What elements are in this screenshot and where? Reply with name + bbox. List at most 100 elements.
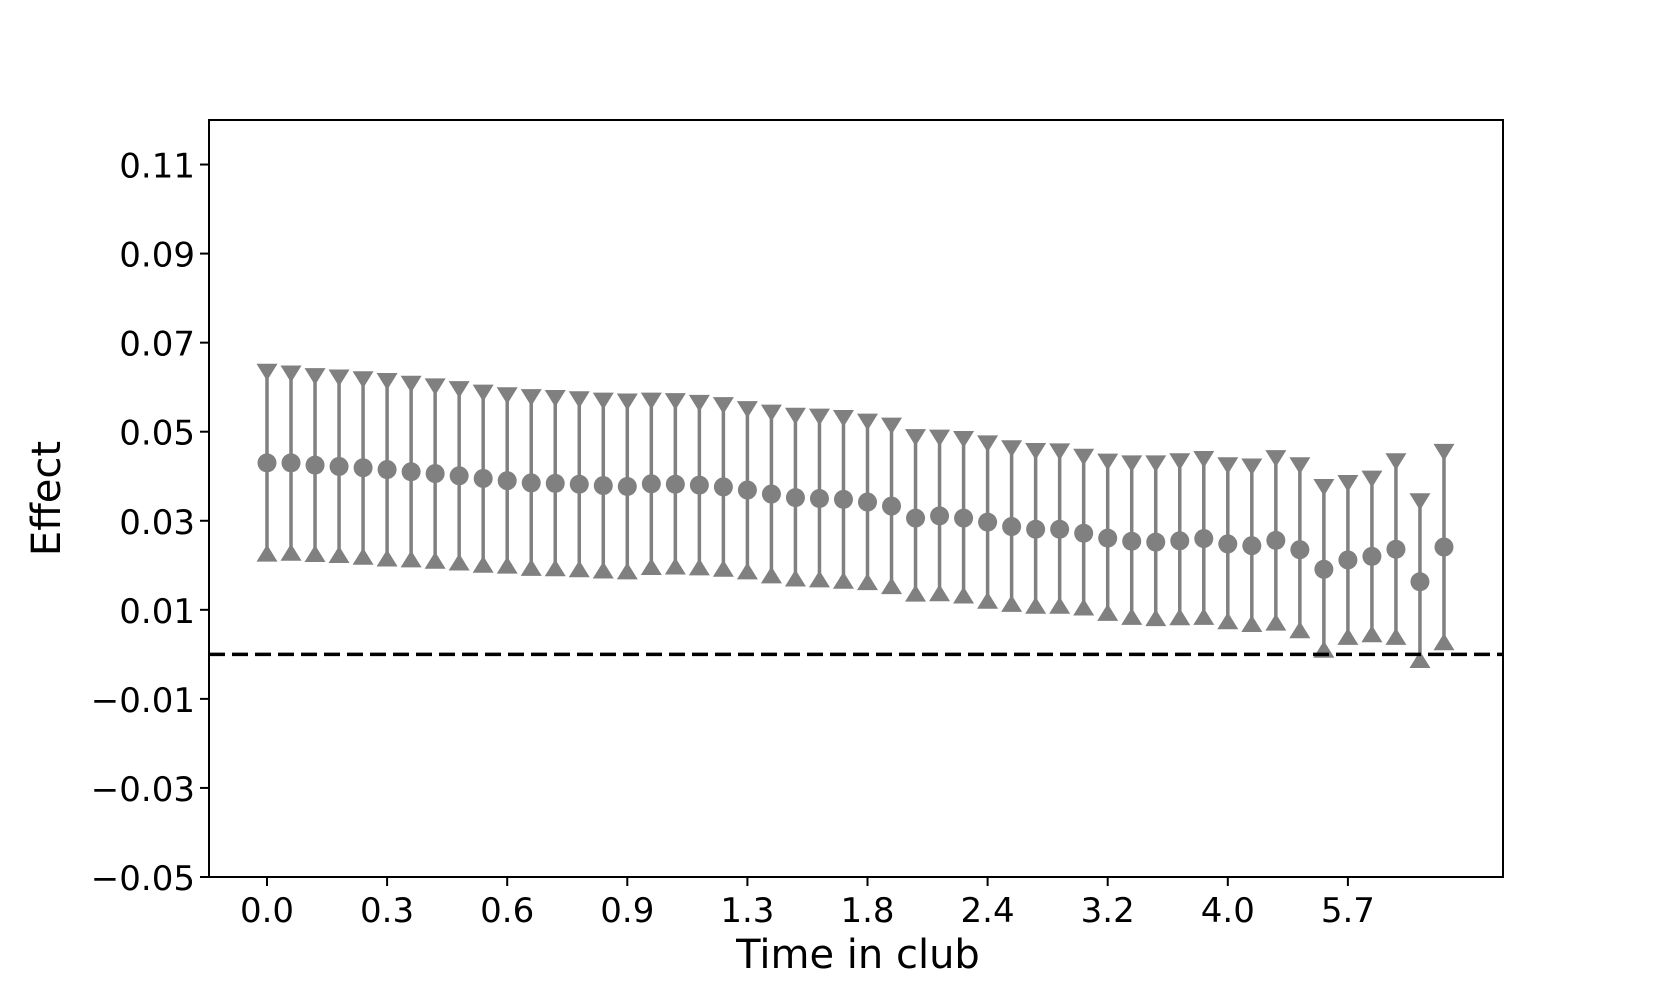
- lower-bound-marker: [1265, 613, 1287, 631]
- lower-bound-marker: [1385, 627, 1407, 645]
- upper-bound-marker: [568, 391, 590, 409]
- upper-bound-marker: [424, 378, 446, 396]
- point-estimate: [1386, 539, 1406, 559]
- point-estimate: [833, 489, 853, 509]
- point-estimate: [665, 474, 685, 494]
- upper-bound-marker: [736, 401, 758, 419]
- lower-bound-marker: [1337, 627, 1359, 645]
- upper-bound-marker: [280, 365, 302, 383]
- x-tick-label: 0.0: [240, 891, 294, 931]
- lower-bound-marker: [1049, 596, 1071, 614]
- lower-bound-marker: [760, 566, 782, 584]
- lower-bound-marker: [1217, 612, 1239, 630]
- point-estimate: [1434, 537, 1454, 557]
- lower-bound-marker: [592, 561, 614, 579]
- y-tick-label: 0.09: [119, 236, 195, 276]
- upper-bound-marker: [304, 368, 326, 386]
- upper-bound-marker: [1409, 493, 1431, 511]
- upper-bound-marker: [448, 381, 470, 399]
- point-estimate: [521, 473, 541, 493]
- x-tick-label: 3.2: [1081, 891, 1135, 931]
- point-estimate: [425, 464, 445, 484]
- point-estimate: [809, 489, 829, 508]
- y-tick-label: −0.05: [91, 859, 195, 899]
- lower-bound-marker: [1193, 607, 1215, 625]
- lower-bound-marker: [1241, 614, 1263, 632]
- y-tick-label: −0.01: [91, 681, 195, 721]
- point-estimate: [473, 468, 493, 488]
- lower-bound-marker: [1145, 609, 1167, 627]
- upper-bound-marker: [520, 389, 542, 407]
- point-estimate: [1218, 534, 1238, 554]
- lower-bound-marker: [664, 557, 686, 575]
- point-estimate: [930, 506, 950, 526]
- point-estimate: [353, 458, 373, 478]
- point-estimate: [954, 508, 974, 528]
- x-tick-label: 4.0: [1201, 891, 1255, 931]
- lower-bound-marker: [1025, 596, 1047, 614]
- lower-bound-marker: [256, 544, 278, 562]
- lower-bound-marker: [544, 559, 566, 577]
- upper-bound-marker: [1241, 458, 1263, 476]
- upper-bound-marker: [784, 407, 806, 425]
- lower-bound-marker: [953, 586, 975, 604]
- upper-bound-marker: [1145, 455, 1167, 473]
- lower-bound-marker: [712, 559, 734, 577]
- lower-bound-marker: [977, 591, 999, 609]
- lower-bound-marker: [905, 584, 927, 602]
- point-estimate: [1314, 559, 1334, 579]
- upper-bound-marker: [1121, 455, 1143, 473]
- point-estimate: [689, 475, 709, 495]
- point-estimate: [906, 508, 926, 528]
- upper-bound-marker: [496, 387, 518, 405]
- upper-bound-marker: [1097, 453, 1119, 471]
- point-estimate: [785, 488, 805, 508]
- upper-bound-marker: [640, 392, 662, 410]
- upper-bound-marker: [832, 410, 854, 428]
- point-estimate: [497, 471, 517, 491]
- x-tick-label: 0.9: [600, 891, 654, 931]
- upper-bound-marker: [1337, 475, 1359, 493]
- lower-bound-marker: [1001, 594, 1023, 612]
- upper-bound-marker: [1433, 443, 1455, 461]
- plot-marks: [256, 363, 1455, 669]
- lower-bound-marker: [424, 551, 446, 569]
- x-tick-label: 1.3: [720, 891, 774, 931]
- upper-bound-marker: [1265, 450, 1287, 468]
- upper-bound-marker: [688, 394, 710, 412]
- point-estimate: [545, 473, 565, 493]
- lower-bound-marker: [328, 545, 350, 563]
- point-estimate: [1050, 519, 1070, 539]
- point-estimate: [978, 512, 998, 532]
- lower-bound-marker: [1289, 621, 1311, 639]
- point-estimate: [882, 496, 902, 516]
- point-estimate: [329, 456, 349, 476]
- upper-bound-marker: [400, 375, 422, 393]
- point-estimate: [858, 492, 877, 512]
- point-estimate: [1002, 517, 1022, 537]
- lower-bound-marker: [400, 550, 422, 568]
- x-tick-label: 0.6: [480, 891, 534, 931]
- upper-bound-marker: [1217, 457, 1239, 475]
- lower-bound-marker: [784, 569, 806, 587]
- lower-bound-marker: [736, 562, 758, 580]
- lower-bound-marker: [352, 547, 374, 565]
- x-axis-label: Time in club: [735, 932, 980, 978]
- x-tick-label: 1.8: [840, 891, 894, 931]
- upper-bound-marker: [857, 413, 878, 431]
- upper-bound-marker: [544, 389, 566, 407]
- lower-bound-marker: [448, 553, 470, 571]
- lower-bound-marker: [1361, 625, 1383, 643]
- lower-bound-marker: [520, 558, 542, 576]
- point-estimate: [1098, 528, 1118, 548]
- upper-bound-marker: [1025, 442, 1047, 460]
- upper-bound-marker: [328, 369, 350, 387]
- y-tick-label: 0.05: [119, 414, 195, 454]
- lower-bound-marker: [496, 556, 518, 574]
- point-estimate: [1290, 540, 1310, 560]
- y-tick-label: 0.11: [119, 147, 195, 187]
- upper-bound-marker: [953, 430, 975, 448]
- point-estimate: [1338, 550, 1358, 570]
- point-estimate: [593, 476, 613, 496]
